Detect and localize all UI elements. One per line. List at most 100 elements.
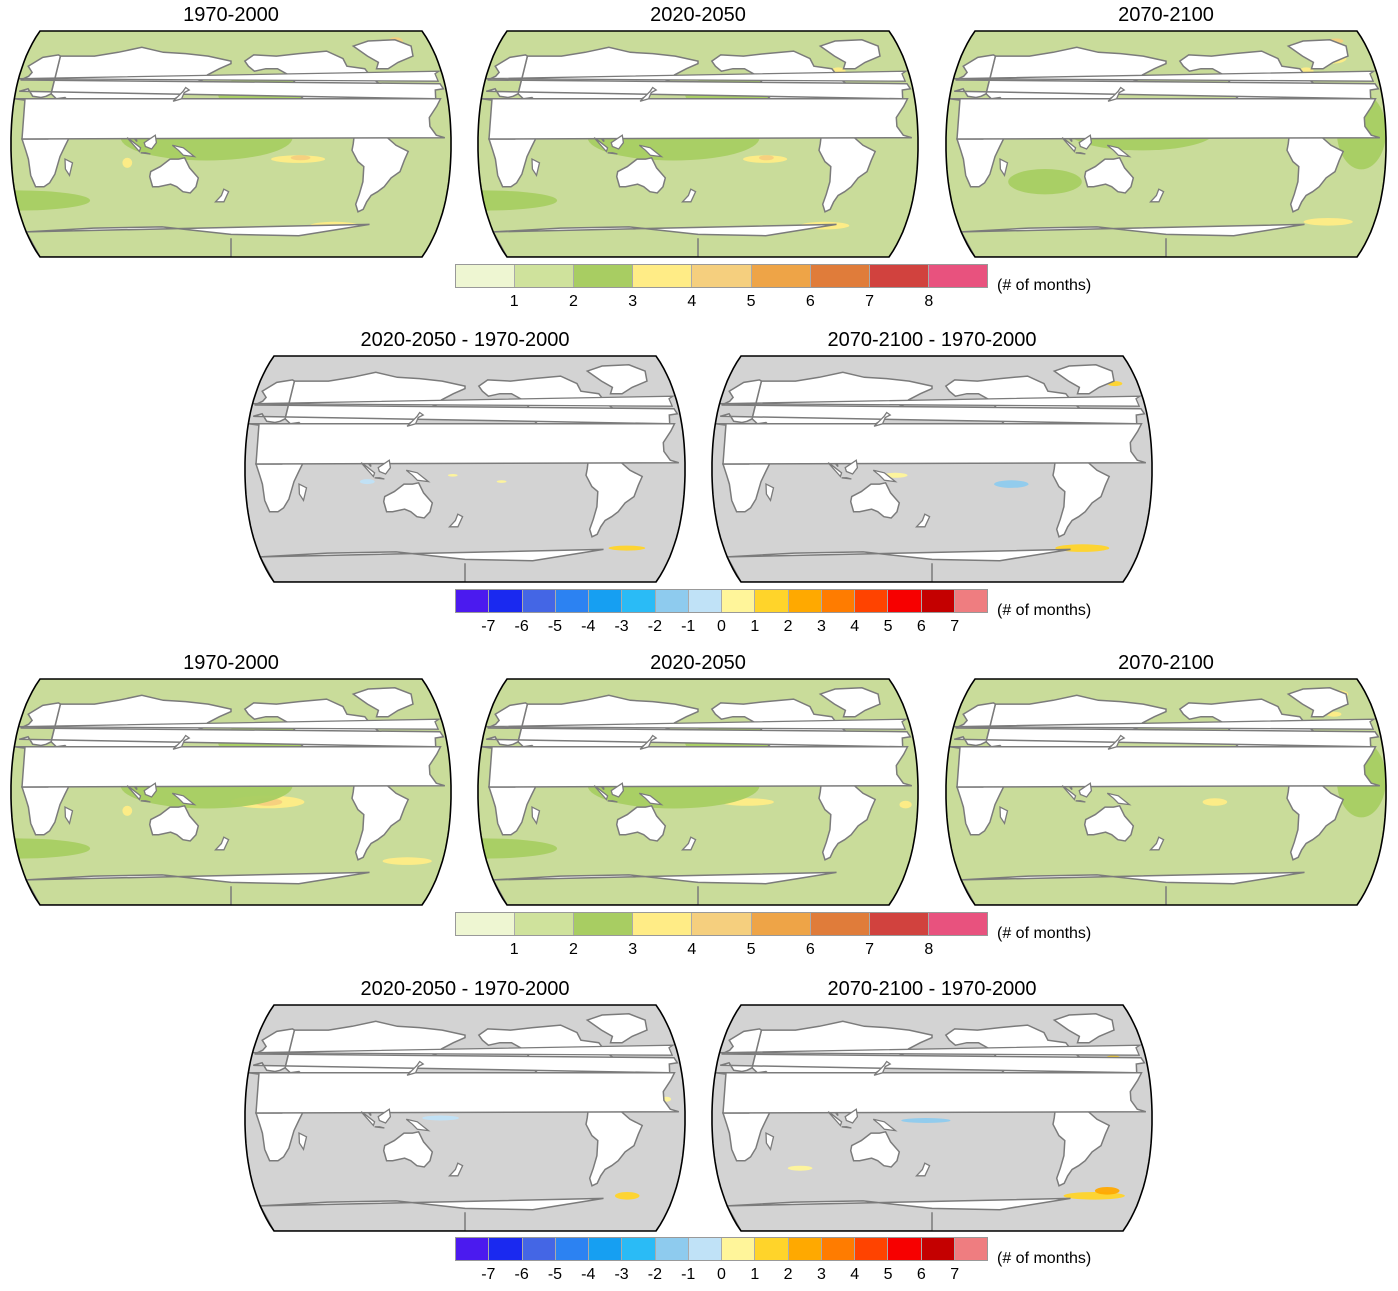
colorbar-swatch: [692, 913, 752, 935]
land-island: [171, 792, 197, 806]
land-island: [252, 395, 676, 407]
colorbar-swatch: [954, 590, 987, 612]
land-island: [1075, 800, 1086, 803]
colorbar-swatch: [522, 590, 556, 612]
map-panel: 1970-2000: [10, 4, 452, 260]
land-island: [172, 734, 191, 750]
land-island: [298, 483, 308, 503]
map-panel: 2070-2100: [945, 4, 1387, 260]
colorbar-swatch: [921, 1238, 955, 1260]
land-africa-west: [715, 1072, 1147, 1114]
land-island: [827, 462, 843, 478]
map-outline: [10, 30, 452, 258]
land-australia: [615, 156, 667, 194]
colorbar-tick-label: 1: [509, 941, 519, 958]
colorbar-swatch: [655, 1238, 689, 1260]
land-australia: [615, 804, 667, 842]
colorbar-tick-label: 4: [850, 1266, 860, 1283]
land-greenland: [1286, 687, 1349, 718]
land-south-america: [585, 1102, 644, 1187]
land-island: [126, 785, 142, 801]
land-island: [639, 86, 658, 102]
land-island: [765, 483, 775, 503]
colorbar-tick-label: 7: [865, 293, 874, 310]
value-patch: [122, 157, 133, 168]
land-island: [1078, 782, 1093, 798]
land-island: [681, 836, 697, 851]
colorbar-unit-label: (# of months): [997, 602, 1092, 619]
land-island: [999, 806, 1009, 826]
land-island: [953, 718, 1377, 730]
land-island: [298, 1132, 308, 1152]
land-africa-west: [715, 423, 1147, 465]
world-map: [10, 30, 452, 258]
land-island: [844, 1108, 859, 1124]
colorbar-swatch: [633, 265, 693, 287]
land-island: [485, 70, 909, 82]
map-panel: 2070-2100 - 1970-2000: [711, 978, 1153, 1234]
map-title: 2020-2050 - 1970-2000: [360, 329, 570, 351]
land-south-america: [585, 453, 644, 538]
colorbar-absolute: [455, 264, 988, 288]
land-island: [531, 158, 541, 178]
colorbar-swatch: [555, 590, 589, 612]
colorbar-tick-label: 7: [865, 941, 874, 958]
land-island: [872, 469, 898, 483]
land-greenland: [818, 687, 881, 718]
value-patch: [359, 479, 375, 485]
land-island: [1078, 134, 1093, 150]
land-island: [374, 477, 385, 480]
land-island: [374, 1126, 385, 1129]
value-patch: [899, 800, 912, 809]
land-island: [531, 806, 541, 826]
map-panel: 2020-2050: [477, 652, 919, 908]
land-europe-west: [18, 54, 445, 100]
value-patch: [122, 805, 133, 816]
colorbar-tick-label: 3: [628, 941, 638, 958]
land-greenland: [351, 687, 414, 718]
colorbar-unit-label: (# of months): [997, 277, 1092, 294]
colorbar-tick-label: 3: [816, 618, 826, 635]
land-australia: [1083, 156, 1135, 194]
colorbar-tick-label: 3: [816, 1266, 826, 1283]
world-map: [244, 355, 686, 583]
land-africa-west: [481, 746, 913, 788]
colorbar-swatch: [954, 1238, 987, 1260]
land-island: [872, 1118, 898, 1132]
land-island: [639, 734, 658, 750]
colorbar-swatch: [810, 265, 870, 287]
land-island: [915, 513, 931, 528]
land-island: [953, 70, 1377, 82]
colorbar-tick-label: -1: [681, 1266, 696, 1283]
colorbar-tick-label: -6: [514, 618, 529, 635]
colorbar-tick-label: 7: [950, 618, 960, 635]
land-island: [607, 800, 618, 803]
map-outline: [10, 678, 452, 906]
colorbar-swatch: [821, 590, 855, 612]
world-map: [477, 30, 919, 258]
value-patch: [1202, 798, 1228, 806]
land-south-america: [1286, 776, 1345, 861]
colorbar-tick-label: 0: [717, 1266, 726, 1283]
land-europe-west: [485, 702, 912, 748]
land-island: [214, 836, 230, 851]
colorbar-swatch: [456, 590, 490, 612]
land-greenland: [818, 39, 881, 70]
value-patch: [787, 1165, 813, 1171]
colorbar-swatch: [810, 913, 870, 935]
land-australia: [148, 156, 200, 194]
land-greenland: [351, 39, 414, 70]
land-australia: [849, 1130, 901, 1168]
land-south-america: [1286, 128, 1345, 213]
colorbar-absolute: [455, 912, 988, 936]
land-island: [1061, 137, 1077, 153]
colorbar-swatch: [788, 1238, 822, 1260]
land-island: [1107, 734, 1126, 750]
colorbar-swatch: [821, 1238, 855, 1260]
colorbar-swatch: [633, 913, 693, 935]
colorbar-tick-label: -7: [481, 1266, 496, 1283]
land-island: [841, 1126, 852, 1129]
value-patch: [901, 1118, 951, 1123]
land-island: [140, 800, 151, 803]
colorbar-swatch: [555, 1238, 589, 1260]
